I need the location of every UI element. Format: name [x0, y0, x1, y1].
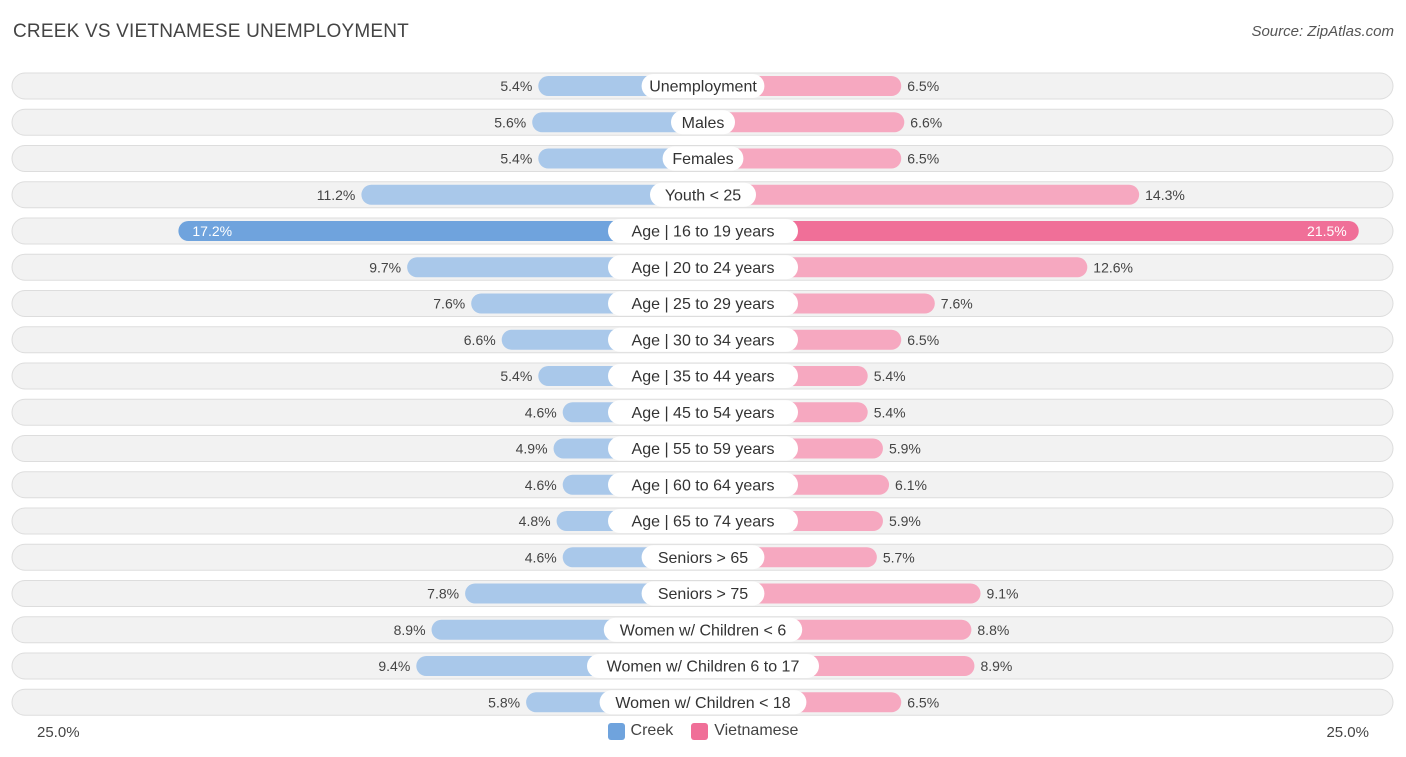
bar-vietnamese	[703, 583, 981, 604]
bar-vietnamese	[703, 184, 1140, 205]
category-label: Youth < 25	[665, 187, 741, 204]
value-label-vietnamese: 6.5%	[907, 78, 939, 94]
category-label: Males	[682, 115, 725, 132]
category-label: Age | 65 to 74 years	[632, 514, 775, 531]
category-pill	[641, 581, 765, 606]
value-label-creek: 5.6%	[494, 114, 526, 130]
category-pill	[608, 364, 798, 388]
value-label-vietnamese: 5.4%	[874, 368, 906, 384]
value-label-creek: 9.7%	[369, 259, 401, 275]
category-label: Women w/ Children 6 to 17	[607, 659, 800, 676]
value-label-vietnamese: 5.9%	[889, 513, 921, 529]
category-pill	[599, 690, 807, 715]
value-label-creek: 6.6%	[464, 332, 496, 348]
category-pill	[662, 146, 744, 171]
value-label-creek: 5.4%	[500, 78, 532, 94]
axis-left-label: 25.0%	[37, 724, 80, 741]
category-pill	[587, 654, 819, 678]
category-pill	[608, 219, 798, 243]
value-label-creek: 8.9%	[394, 622, 426, 638]
chart-title: CREEK VS VIETNAMESE UNEMPLOYMENT	[13, 21, 409, 42]
value-label-creek: 4.8%	[519, 513, 551, 529]
bar-vietnamese	[703, 257, 1088, 278]
legend-swatch-vietnamese	[691, 722, 709, 740]
bar-creek	[538, 148, 703, 169]
bar-creek	[178, 221, 703, 241]
category-label: Age | 55 to 59 years	[632, 441, 775, 458]
value-label-vietnamese: 6.6%	[910, 114, 942, 130]
category-label: Women w/ Children < 6	[620, 622, 787, 639]
category-label: Age | 25 to 29 years	[632, 296, 775, 313]
category-pill	[608, 400, 798, 425]
value-label-creek: 4.9%	[516, 441, 548, 457]
value-label-creek: 4.6%	[525, 549, 557, 565]
value-label-vietnamese: 14.3%	[1145, 187, 1185, 203]
category-label: Age | 20 to 24 years	[632, 260, 775, 277]
legend: Creek Vietnamese	[0, 722, 1406, 740]
value-label-creek: 9.4%	[378, 658, 410, 674]
category-label: Age | 30 to 34 years	[632, 332, 775, 349]
category-pill	[608, 291, 798, 316]
value-label-vietnamese: 8.8%	[977, 622, 1009, 638]
value-label-vietnamese: 6.5%	[907, 694, 939, 710]
category-pill	[641, 545, 765, 570]
chart-source: Source: ZipAtlas.com	[1251, 23, 1394, 40]
legend-item-creek[interactable]: Creek	[607, 722, 674, 740]
value-label-creek: 4.6%	[525, 477, 557, 493]
value-label-creek: 17.2%	[192, 223, 232, 239]
legend-label-vietnamese: Vietnamese	[714, 722, 799, 739]
value-label-creek: 5.8%	[488, 694, 520, 710]
category-pill	[671, 110, 735, 135]
bar-creek	[532, 112, 703, 133]
category-label: Age | 45 to 54 years	[632, 405, 775, 422]
category-pill	[608, 436, 798, 461]
bar-creek	[361, 184, 703, 205]
category-label: Seniors > 75	[658, 586, 748, 603]
category-pill	[641, 74, 765, 98]
value-label-vietnamese: 6.5%	[907, 151, 939, 167]
legend-label-creek: Creek	[630, 722, 674, 739]
value-label-vietnamese: 5.7%	[883, 549, 915, 565]
category-pill	[608, 327, 798, 352]
value-label-creek: 7.6%	[433, 296, 465, 312]
value-label-vietnamese: 7.6%	[941, 296, 973, 312]
bar-vietnamese	[703, 148, 902, 169]
value-label-creek: 5.4%	[500, 368, 532, 384]
bar-vietnamese	[703, 112, 905, 133]
category-pill	[608, 509, 798, 533]
legend-swatch-creek	[607, 722, 625, 740]
category-label: Seniors > 65	[658, 550, 748, 567]
value-label-creek: 5.4%	[500, 151, 532, 167]
value-label-creek: 11.2%	[317, 187, 356, 203]
category-label: Females	[672, 151, 733, 168]
category-label: Age | 16 to 19 years	[632, 224, 775, 241]
category-label: Women w/ Children < 18	[615, 695, 790, 712]
category-pill	[608, 472, 798, 497]
category-pill	[650, 182, 756, 207]
value-label-vietnamese: 6.5%	[907, 332, 939, 348]
category-pill	[608, 255, 798, 280]
category-label: Age | 60 to 64 years	[632, 477, 775, 494]
legend-item-vietnamese[interactable]: Vietnamese	[691, 722, 798, 740]
value-label-vietnamese: 5.9%	[889, 441, 921, 457]
value-label-creek: 7.8%	[427, 586, 459, 602]
category-label: Unemployment	[649, 79, 757, 96]
category-label: Age | 35 to 44 years	[632, 369, 775, 386]
value-label-vietnamese: 21.5%	[1307, 223, 1347, 239]
value-label-vietnamese: 9.1%	[987, 586, 1019, 602]
value-label-vietnamese: 12.6%	[1093, 259, 1133, 275]
value-label-creek: 4.6%	[525, 404, 557, 420]
value-label-vietnamese: 6.1%	[895, 477, 927, 493]
chart-svg: 5.4% 6.5% Unemployment 5.6% 6.6% Males 5.4% 6.5…	[11, 72, 1394, 716]
value-label-vietnamese: 8.9%	[980, 658, 1012, 674]
bar-vietnamese	[703, 221, 1359, 241]
axis-right-label: 25.0%	[1326, 724, 1369, 741]
value-label-vietnamese: 5.4%	[874, 404, 906, 420]
category-pill	[603, 617, 803, 642]
